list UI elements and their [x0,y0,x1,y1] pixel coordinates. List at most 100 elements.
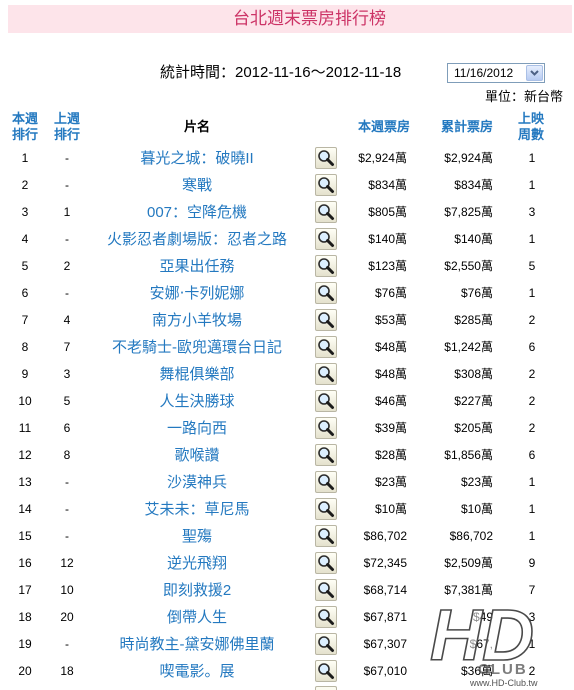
movie-search-button[interactable] [315,309,337,331]
total-gross: $10萬 [460,502,493,516]
search-icon [318,420,334,436]
table-row: 11 6 一路向西 $39萬 $205萬 2 [0,415,574,442]
total-gross: $7,825萬 [444,205,493,219]
total-gross: $36萬 [460,664,493,678]
this-week-rank: 16 [18,556,32,570]
search-icon [318,366,334,382]
movie-search-button[interactable] [315,633,337,655]
movie-search-button[interactable] [315,552,337,574]
week-gross: $805萬 [368,205,407,219]
table-row: 6 - 安娜‧卡列妮娜 $76萬 $76萬 1 [0,280,574,307]
total-gross: $23萬 [460,475,493,489]
last-week-rank: - [65,502,69,516]
movie-search-button[interactable] [315,201,337,223]
movie-title-link[interactable]: 喫電影。展 [159,663,235,680]
movie-search-button[interactable] [315,471,337,493]
header-last-week-rank-line2: 排行 [53,127,80,142]
movie-search-button[interactable] [315,282,337,304]
last-week-rank: 2 [63,259,71,273]
date-select[interactable]: 11/16/2012 [447,63,545,83]
movie-title-link[interactable]: 即刻救援2 [162,582,232,599]
search-icon [318,231,334,247]
movie-title-link[interactable]: 舞棍俱樂部 [159,366,235,383]
header-last-week-rank: 上週 排行 [46,111,88,143]
movie-search-button[interactable] [315,444,337,466]
movie-title-link[interactable]: 艾未未：草尼馬 [144,501,250,518]
week-gross: $48萬 [374,340,407,354]
table-row: 15 - 聖殤 $86,702 $86,702 1 [0,523,574,550]
header-weeks-showing-line1: 上映 [517,111,544,126]
movie-title-link[interactable]: 時尚教主-黛安娜佛里蘭 [119,636,275,653]
search-icon [318,636,334,652]
this-week-rank: 8 [21,340,29,354]
movie-title-link[interactable]: 歌喉讚 [174,447,220,464]
search-icon[interactable] [315,686,337,690]
week-gross: $834萬 [368,178,407,192]
last-week-rank: 6 [63,421,71,435]
movie-search-button[interactable] [315,147,337,169]
movie-search-button[interactable] [315,498,337,520]
total-gross: $2,509萬 [444,556,493,570]
table-row: 7 4 南方小羊牧場 $53萬 $285萬 2 [0,307,574,334]
movie-search-button[interactable] [315,579,337,601]
movie-title-link[interactable]: 人生決勝球 [159,393,235,410]
search-icon [318,609,334,625]
week-gross: $86,702 [363,529,407,543]
last-week-rank: - [65,637,69,651]
movie-search-button[interactable] [315,417,337,439]
total-gross: $76萬 [460,286,493,300]
weeks-showing: 6 [528,340,536,354]
movie-title-link[interactable]: 007：空降危機 [146,204,248,221]
table-row: 14 - 艾未未：草尼馬 $10萬 $10萬 1 [0,496,574,523]
week-gross: $10萬 [374,502,407,516]
table-row: 20 18 喫電影。展 $67,010 $36萬 2 [0,658,574,685]
movie-title-link[interactable]: 寒戰 [181,177,212,194]
page-title: 台北週末票房排行榜 [233,9,386,28]
search-icon [318,204,334,220]
movie-search-button[interactable] [315,606,337,628]
header-this-week-rank: 本週 排行 [4,111,46,143]
total-gross: $834萬 [454,178,493,192]
movie-search-button[interactable] [315,660,337,682]
last-week-rank: 18 [60,664,74,678]
movie-title-link[interactable]: 一路向西 [166,420,227,437]
total-gross: $227萬 [454,394,493,408]
movie-title-link[interactable]: 亞果出任務 [159,258,235,275]
movie-title-link[interactable]: 火影忍者劇場版：忍者之路 [106,231,287,248]
movie-title-link[interactable]: 逆光飛翔 [166,555,227,572]
movie-title-link[interactable]: 沙漠神兵 [166,474,227,491]
week-gross: $67,307 [363,637,407,651]
movie-search-button[interactable] [315,174,337,196]
movie-search-button[interactable] [315,390,337,412]
movie-title-link[interactable]: 暮光之城：破曉II [140,150,254,167]
date-select-arrow-button[interactable] [526,65,543,81]
header-week-gross: 本週票房 [357,119,410,134]
weeks-showing: 6 [528,448,536,462]
movie-search-button[interactable] [315,228,337,250]
search-icon [318,528,334,544]
last-week-rank: - [65,529,69,543]
movie-title-link[interactable]: 倒帶人生 [166,609,227,626]
chevron-down-icon [530,70,539,76]
weeks-showing: 2 [528,394,536,408]
weeks-showing: 2 [528,421,536,435]
movie-title-link[interactable]: 聖殤 [181,528,212,545]
table-row: 8 7 不老騎士-歐兜邁環台日記 $48萬 $1,242萬 6 [0,334,574,361]
movie-title-link[interactable]: 南方小羊牧場 [151,312,242,329]
movie-search-button[interactable] [315,363,337,385]
movie-title-link[interactable]: 不老騎士-歐兜邁環台日記 [112,339,282,356]
movie-search-button[interactable] [315,525,337,547]
this-week-rank: 1 [21,151,29,165]
header-weeks-showing-line2: 周數 [517,127,544,142]
total-gross: $140萬 [454,232,493,246]
weeks-showing: 1 [528,637,536,651]
week-gross: $2,924萬 [358,151,407,165]
title-bar: 台北週末票房排行榜 [8,5,572,33]
date-select-value: 11/16/2012 [454,66,514,80]
weeks-showing: 1 [528,529,536,543]
movie-search-button[interactable] [315,255,337,277]
week-gross: $72,345 [363,556,407,570]
movie-search-button[interactable] [315,336,337,358]
movie-title-link[interactable]: 安娜‧卡列妮娜 [149,285,245,302]
last-week-rank: 20 [60,610,74,624]
